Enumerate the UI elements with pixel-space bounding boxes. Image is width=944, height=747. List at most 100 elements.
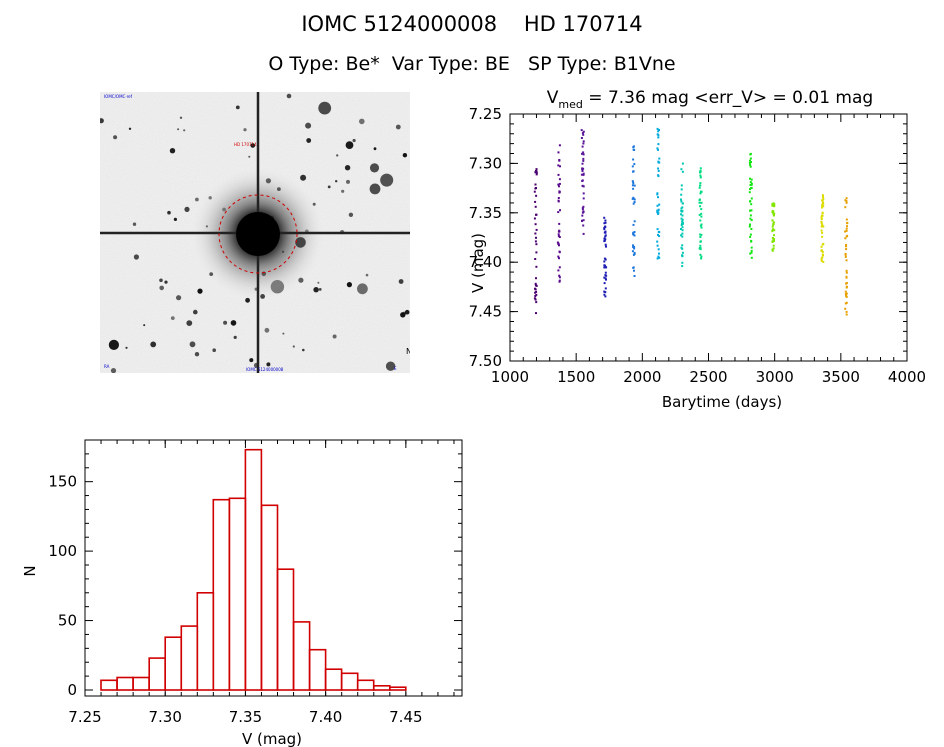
field-star	[194, 352, 200, 357]
histogram-bar	[116, 676, 134, 691]
light-curve-point	[681, 220, 684, 223]
light-curve-point	[632, 145, 635, 148]
field-star	[179, 116, 183, 119]
light-curve-point	[750, 203, 753, 206]
field-star	[223, 320, 228, 325]
light-curve-point	[631, 197, 634, 200]
light-curve-point	[582, 140, 585, 143]
light-curve-point	[558, 276, 561, 279]
light-curve-point	[681, 214, 684, 217]
light-curve-point	[681, 232, 684, 235]
light-curve-point	[773, 214, 775, 217]
light-curve-point	[580, 137, 583, 139]
light-curve-point	[821, 231, 824, 234]
field-star	[264, 327, 270, 333]
light-curve-point	[582, 142, 585, 145]
light-curve-point	[558, 159, 561, 162]
light-curve-point	[821, 250, 824, 253]
light-curve-point	[533, 297, 536, 300]
light-curve-point	[557, 255, 560, 258]
light-curve-point	[604, 231, 607, 234]
light-curve-point	[845, 218, 848, 221]
light-curve-point	[632, 231, 635, 234]
histogram-xtick-label: 7.45	[389, 708, 422, 726]
field-star	[344, 165, 351, 171]
light-curve-point	[680, 184, 683, 187]
light-curve-point	[656, 127, 659, 130]
light-curve-point	[633, 220, 636, 223]
light-curve-point	[658, 129, 660, 131]
light-curve-point	[604, 234, 607, 237]
light-curve-point	[845, 201, 848, 204]
field-star	[317, 281, 320, 284]
field-star	[373, 147, 377, 151]
light-curve-xtick-label: 3000	[756, 368, 794, 386]
compass-icon: N	[406, 347, 410, 356]
light-curve-point	[656, 257, 659, 260]
field-star	[183, 129, 186, 132]
field-star	[169, 148, 176, 154]
light-curve-point	[700, 257, 703, 260]
light-curve-point	[604, 291, 607, 294]
light-curve-point	[581, 214, 584, 217]
light-curve-point	[603, 290, 606, 293]
histogram-ytick-label: 100	[48, 542, 77, 560]
histogram-bar	[244, 448, 263, 691]
light-curve-point	[556, 241, 559, 244]
light-curve-point	[698, 201, 701, 204]
histogram-frame	[84, 439, 463, 697]
light-curve-point	[681, 265, 684, 268]
light-curve-point	[750, 209, 753, 212]
light-curve-point	[535, 236, 537, 239]
light-curve-point	[699, 170, 702, 173]
light-curve-ylabel: V (mag)	[469, 233, 487, 293]
light-curve-point	[845, 259, 848, 262]
light-curve-point	[820, 258, 823, 261]
light-curve-point	[820, 259, 823, 262]
light-curve-point	[581, 170, 584, 172]
light-curve-point	[771, 248, 774, 251]
light-curve-xtick-label: 2500	[689, 368, 727, 386]
light-curve-point	[845, 286, 848, 289]
light-curve-point	[535, 213, 538, 216]
light-curve-point	[749, 152, 752, 155]
field-star	[346, 282, 352, 288]
light-curve-point	[582, 130, 585, 133]
light-curve-point	[680, 207, 683, 210]
light-curve-xtick-label: 4000	[888, 368, 926, 386]
light-curve-point	[557, 151, 560, 154]
light-curve-point	[582, 173, 585, 176]
light-curve-point	[846, 222, 849, 225]
light-curve-point	[748, 162, 751, 164]
light-curve-point	[580, 129, 583, 132]
light-curve-point	[681, 235, 684, 238]
light-curve-point	[681, 218, 684, 221]
field-star	[357, 283, 368, 295]
light-curve-point	[534, 240, 537, 243]
light-curve-point	[771, 203, 774, 206]
field-star	[193, 309, 198, 315]
light-curve-point	[681, 261, 684, 264]
light-curve-point	[657, 212, 660, 215]
light-curve-point	[581, 208, 584, 211]
light-curve-point	[633, 245, 636, 248]
light-curve-point	[582, 153, 585, 156]
light-curve-point	[535, 173, 538, 176]
light-curve-point	[750, 251, 753, 254]
histogram-bar	[180, 625, 199, 691]
light-curve-point	[604, 258, 607, 261]
light-curve-point	[699, 233, 702, 236]
light-curve-point	[582, 197, 585, 200]
light-curve-title: Vmed = 7.36 mag <err_V> = 0.01 mag	[547, 88, 873, 111]
light-curve-point	[749, 164, 752, 166]
light-curve-point	[631, 184, 634, 187]
field-star	[248, 155, 251, 158]
light-curve-point	[603, 226, 606, 229]
finder-chart-image: IOMC/OMC·ref HD 170714 RA IOMC 512400000…	[100, 92, 410, 373]
light-curve-point	[700, 233, 703, 236]
light-curve-point	[820, 229, 823, 232]
light-curve-point	[821, 253, 824, 256]
light-curve-point	[535, 265, 538, 268]
light-curve-point	[699, 244, 702, 247]
light-curve-point	[845, 271, 848, 274]
